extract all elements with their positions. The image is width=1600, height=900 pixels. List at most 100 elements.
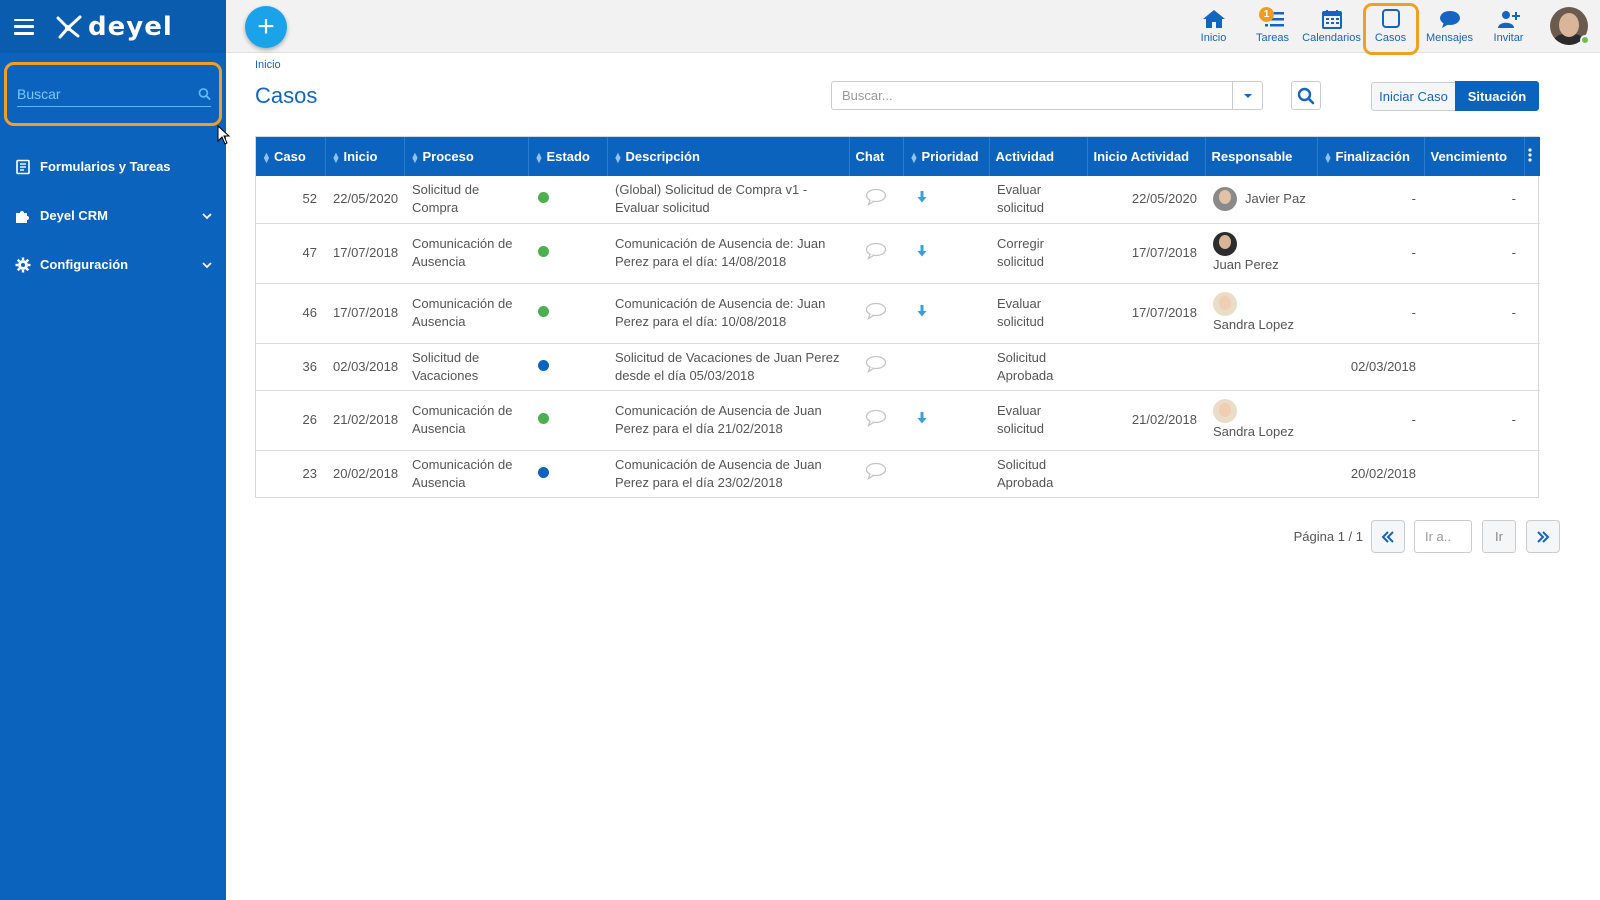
table-row[interactable]: 46 17/07/2018 Comunicación de Ausencia Comu… [256,283,1540,344]
col-descripcion[interactable]: ▲ ▼ Descripción [607,137,850,176]
table-row[interactable]: 36 02/03/2018 Solicitud de Vacaciones Solic… [256,343,1540,391]
cell-proceso: Comunicación de Ausencia [412,456,513,490]
table-row[interactable]: 23 20/02/2018 Comunicación de Ausencia Comu… [256,450,1540,497]
cell-inicio-actividad [1087,343,1205,391]
chat-icon[interactable] [865,409,887,427]
deyel-logo[interactable]: deyel [54,12,173,42]
cell-estado [528,390,607,451]
cell-descripcion: Comunicación de Ausencia de: Juan Perez … [607,223,849,284]
nav-label: Mensajes [1425,32,1474,44]
cell-spacer [1524,390,1540,451]
cell-chat [849,223,903,284]
cell-inicio-actividad: 17/07/2018 [1087,283,1205,344]
cell-proceso: Solicitud de Compra [404,176,528,224]
search-icon[interactable] [198,85,211,103]
cell-actividad: Evaluar solicitud [989,390,1087,451]
sidebar-search-input[interactable] [17,85,198,102]
chat-icon[interactable] [865,302,887,320]
cell-prioridad [903,390,989,451]
responsable-avatar [1213,292,1237,316]
online-status-indicator [1580,35,1590,45]
nav-label: Casos [1374,32,1407,44]
mouse-cursor-icon [217,125,231,145]
table-row[interactable]: 26 21/02/2018 Comunicación de Ausencia Comu… [256,390,1540,451]
goto-page-button[interactable]: Ir [1482,520,1516,553]
responsable-name: Sandra Lopez [1213,317,1294,332]
cell-inicio: 17/07/2018 [325,283,404,344]
logo-text: deyel [88,11,173,42]
priority-low-icon [917,305,927,317]
chat-icon[interactable] [865,242,887,260]
table-body: 52 22/05/2020 Solicitud de Compra (Global) … [256,176,1540,497]
priority-low-icon [917,245,927,257]
cell-responsable: Javier Paz [1205,176,1317,224]
sort-icon: ▲ ▼ [909,149,919,165]
situacion-button[interactable]: Situación [1455,81,1539,111]
search-button[interactable] [1291,81,1321,110]
nav-inicio[interactable]: Inicio [1184,0,1243,53]
cell-chat [849,390,903,451]
cell-proceso: Comunicación de Ausencia [404,283,528,344]
cell-inicio: 22/05/2020 [325,176,404,224]
cell-caso: 26 [256,390,325,451]
cell-prioridad [903,176,989,224]
double-chevron-left-icon [1381,530,1394,543]
sidebar-menu: Formularios y Tareas Deyel CRM Configura… [0,142,226,289]
goto-page-input[interactable]: Ir a.. [1414,520,1472,553]
status-dot [538,246,549,257]
chevron-down-icon[interactable] [202,261,212,269]
col-responsable: Responsable [1205,137,1318,176]
form-icon [14,158,32,176]
chat-icon[interactable] [865,355,887,373]
cases-search-input[interactable] [832,88,1232,103]
caret-down-icon [1243,93,1252,98]
cell-finalizacion: 20/02/2018 [1350,465,1416,481]
chevron-down-icon[interactable] [202,212,212,220]
cell-spacer [1524,176,1540,224]
nav-label: Tareas [1255,32,1290,44]
sidebar-item-deyel-crm[interactable]: Deyel CRM [0,191,226,240]
col-estado[interactable]: ▲ ▼ Estado [528,137,608,176]
table-row[interactable]: 52 22/05/2020 Solicitud de Compra (Global) … [256,176,1540,224]
cell-inicio: 02/03/2018 [325,343,404,391]
iniciar-caso-button[interactable]: Iniciar Caso [1371,82,1456,111]
col-proceso[interactable]: ▲ ▼ Proceso [404,137,529,176]
user-menu[interactable] [1538,0,1600,53]
column-options-icon[interactable] [1524,137,1540,176]
col-prioridad[interactable]: ▲ ▼ Prioridad [903,137,990,176]
table-row[interactable]: 47 17/07/2018 Comunicación de Ausencia Comu… [256,223,1540,284]
cell-inicio: 17/07/2018 [325,223,404,284]
chat-icon[interactable] [865,462,887,481]
col-caso[interactable]: ▲ ▼ Caso [256,137,326,176]
sidebar-item-formularios[interactable]: Formularios y Tareas [0,142,226,191]
col-vencimiento: Vencimiento [1424,137,1525,176]
cell-estado [528,343,607,391]
nav-tareas[interactable]: 1 Tareas [1243,0,1302,53]
col-inicio-actividad: Inicio Actividad [1087,137,1206,176]
sidebar-item-configuracion[interactable]: Configuración [0,240,226,289]
search-options-dropdown[interactable] [1232,82,1262,109]
chat-icon[interactable] [865,188,887,206]
cell-inicio: 21/02/2018 [325,390,404,451]
nav-invitar[interactable]: Invitar [1479,0,1538,53]
breadcrumb[interactable]: Inicio [255,59,281,71]
col-inicio[interactable]: ▲ ▼ Inicio [325,137,405,176]
cell-descripcion: (Global) Solicitud de Compra v1 - Evalua… [607,176,849,224]
cell-finalizacion: - [1317,283,1424,344]
cell-vencimiento: - [1424,390,1524,451]
sidebar-item-label: Configuración [40,257,129,272]
nav-casos[interactable]: Casos [1361,0,1420,55]
col-finalizacion[interactable]: ▲ ▼ Finalización [1317,137,1425,176]
last-page-button[interactable] [1526,520,1560,553]
nav-mensajes[interactable]: Mensajes [1420,0,1479,53]
cell-descripcion: Solicitud de Vacaciones de Juan Perez de… [607,343,849,391]
first-page-button[interactable] [1371,520,1405,553]
nav-calendarios[interactable]: Calendarios [1302,0,1361,53]
responsable-avatar [1213,399,1237,423]
cases-icon [1381,9,1400,28]
cell-responsable: Sandra Lopez [1205,283,1317,344]
add-button[interactable]: + [245,6,287,48]
cell-responsable [1205,450,1317,497]
hamburger-menu-icon[interactable] [14,18,34,35]
cell-actividad: Solicitud Aprobada [989,343,1087,391]
